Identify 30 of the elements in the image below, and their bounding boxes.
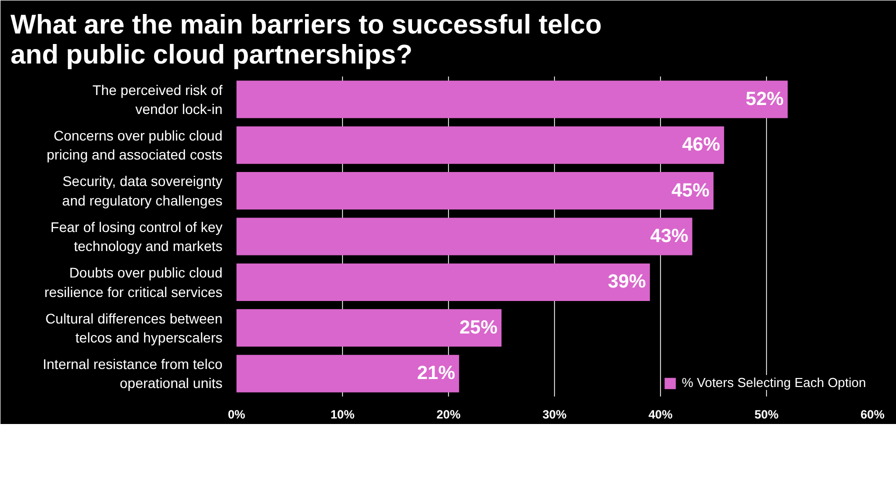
y-tick-label: Concerns over public cloud pricing and associated costs — [46, 127, 223, 163]
data-label: 46% — [682, 134, 720, 156]
x-tick-label: 40% — [648, 408, 673, 422]
data-label: 21% — [417, 363, 456, 384]
x-tick-label: 30% — [542, 408, 567, 422]
x-tick-label: 20% — [436, 408, 461, 422]
legend-label: % Voters Selecting Each Option — [682, 375, 866, 390]
data-label: 43% — [650, 226, 688, 247]
x-tick-label: 10% — [330, 408, 355, 422]
bar — [236, 80, 788, 118]
bar — [236, 309, 502, 347]
data-label: 52% — [746, 88, 784, 110]
y-tick-label: Internal resistance from telco operational units — [42, 356, 223, 392]
bar — [236, 218, 692, 256]
x-tick-label: 60% — [860, 408, 885, 422]
chart-title: What are the main barriers to successful telco and public cloud partnerships? — [10, 10, 602, 70]
bar — [236, 126, 724, 164]
y-tick-label: Fear of losing control of key technology and markets — [50, 218, 223, 254]
data-label: 45% — [671, 180, 710, 202]
x-tick-label: 0% — [228, 408, 246, 422]
y-tick-label: Cultural differences between telcos and hyperscalers — [45, 310, 223, 346]
bar — [236, 354, 460, 392]
y-tick-label: Doubts over public cloud resilience for critical services — [44, 264, 223, 300]
x-tick-label: 50% — [754, 408, 779, 422]
y-tick-label: Security, data sovereignty and regulatory challenges — [62, 173, 223, 208]
data-label: 25% — [459, 317, 498, 338]
data-label: 39% — [608, 272, 646, 293]
bar — [236, 172, 714, 210]
bar — [236, 263, 650, 301]
y-tick-label: The perceived risk of vendor lock-in — [92, 82, 223, 117]
